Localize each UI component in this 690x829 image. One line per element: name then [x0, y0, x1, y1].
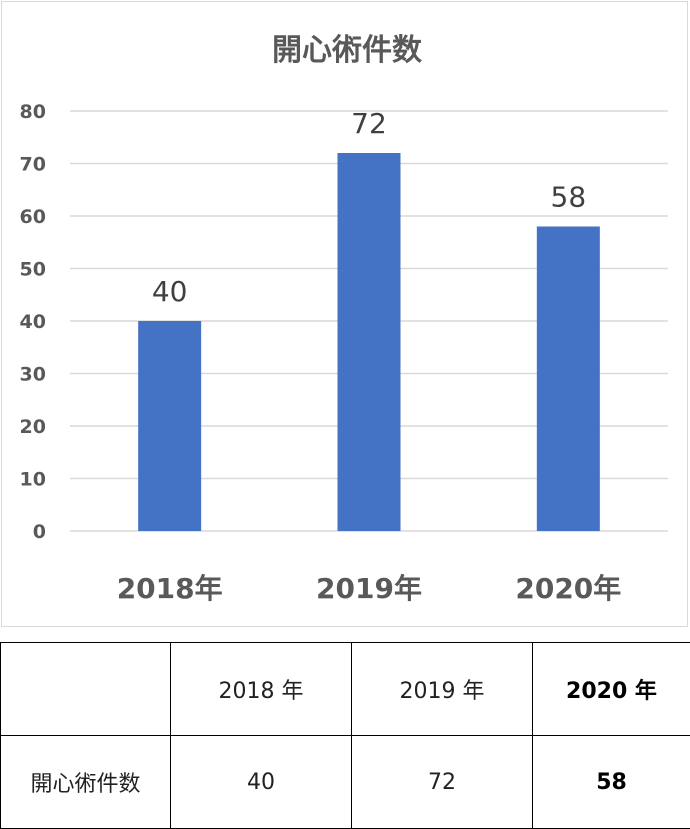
x-tick-label: 2019年 [316, 572, 422, 605]
y-tick-label: 40 [20, 311, 46, 333]
table-header-cell: 2020 年 [533, 643, 690, 736]
y-tick-label: 50 [20, 259, 46, 281]
table-header-cell: 2019 年 [352, 643, 533, 736]
x-tick-label: 2020年 [515, 572, 621, 605]
table-cell: 40 [171, 736, 352, 829]
y-tick-label: 60 [20, 206, 46, 228]
table-cell: 72 [352, 736, 533, 829]
y-tick-label: 30 [20, 364, 46, 386]
bars [138, 153, 600, 531]
y-tick-label: 10 [20, 469, 46, 491]
table-row: 開心術件数 40 72 58 [1, 736, 690, 829]
y-tick-label: 20 [20, 416, 46, 438]
chart-title: 開心術件数 [272, 33, 423, 68]
y-tick-label: 80 [20, 101, 46, 123]
chart-frame: 開心術件数 0 10 20 30 40 50 60 70 80 40 72 58 2018年 2019… [1, 1, 688, 627]
y-tick-label: 0 [33, 521, 46, 543]
table-header-row: 2018 年 2019 年 2020 年 [1, 643, 690, 736]
table-header-cell-empty [1, 643, 171, 736]
data-label: 72 [351, 107, 387, 140]
table-row-label: 開心術件数 [1, 736, 171, 829]
bar [338, 153, 401, 531]
data-table: 2018 年 2019 年 2020 年 開心術件数 40 72 58 [0, 642, 690, 829]
y-tick-label: 70 [20, 154, 46, 176]
data-label: 58 [551, 181, 587, 214]
table-header-cell: 2018 年 [171, 643, 352, 736]
x-tick-label: 2018年 [117, 572, 223, 605]
data-label: 40 [152, 275, 188, 308]
y-axis-tick-labels: 0 10 20 30 40 50 60 70 80 [20, 101, 46, 543]
bar [138, 321, 201, 531]
bar-chart: 開心術件数 0 10 20 30 40 50 60 70 80 40 72 58 2018年 2019… [2, 2, 689, 628]
x-axis-tick-labels: 2018年 2019年 2020年 [117, 572, 622, 605]
bar [537, 227, 600, 532]
table-cell: 58 [533, 736, 690, 829]
